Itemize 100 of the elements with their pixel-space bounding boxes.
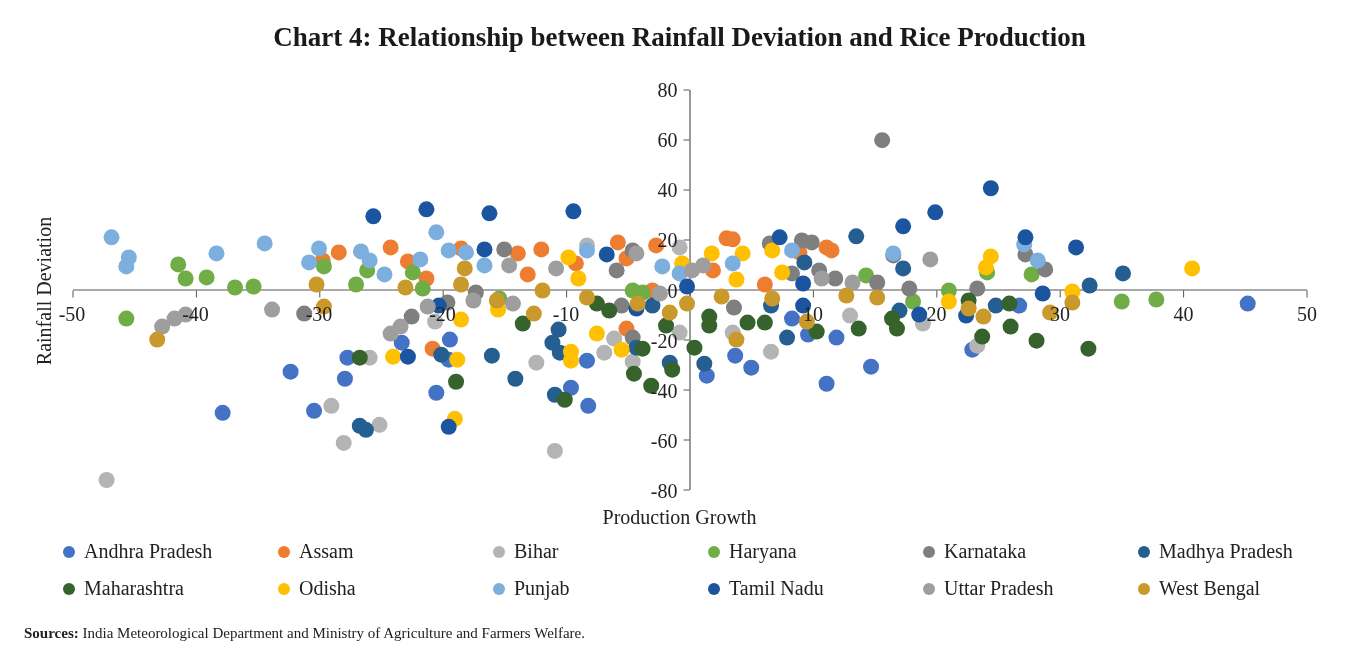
point — [823, 242, 840, 259]
point — [743, 359, 760, 376]
point — [177, 270, 194, 287]
point — [441, 331, 458, 348]
point — [895, 260, 912, 277]
point — [509, 245, 526, 262]
point — [546, 442, 563, 459]
point — [403, 308, 420, 325]
point — [625, 365, 642, 382]
point — [198, 269, 215, 286]
point — [514, 315, 531, 332]
y-axis-title: Rainfall Deviation — [32, 216, 56, 365]
legend-label: Maharashtra — [84, 577, 184, 600]
point — [895, 218, 912, 235]
legend-label: Bihar — [514, 540, 559, 563]
point — [658, 317, 675, 334]
point — [601, 302, 618, 319]
point — [393, 334, 410, 351]
point — [982, 180, 999, 197]
y-tick-label: 80 — [657, 79, 678, 101]
point — [661, 304, 678, 321]
point — [679, 278, 696, 295]
point — [874, 132, 891, 149]
point — [827, 270, 844, 287]
point — [779, 329, 796, 346]
y-tick-label: 40 — [657, 179, 678, 202]
point — [727, 347, 744, 364]
point — [453, 276, 470, 293]
point — [654, 258, 671, 275]
point — [579, 352, 595, 369]
point — [456, 260, 473, 277]
point — [1023, 266, 1040, 283]
point — [264, 301, 281, 318]
point — [784, 310, 801, 327]
x-tick-label: -40 — [182, 302, 209, 325]
legend-label: West Bengal — [1159, 577, 1261, 600]
point — [256, 235, 273, 252]
point — [214, 404, 231, 421]
point — [528, 354, 545, 371]
point — [301, 254, 318, 271]
point — [1080, 340, 1097, 357]
point — [399, 348, 416, 365]
source-note: Sources: India Meteorological Department and Ministry of Agriculture and Farmers Welfare. — [24, 625, 586, 641]
x-tick-label: 40 — [1173, 302, 1194, 325]
point — [118, 310, 135, 327]
x-tick-label: 20 — [926, 302, 947, 325]
point — [679, 295, 696, 312]
point — [795, 275, 812, 292]
point — [756, 276, 773, 293]
point — [1001, 295, 1018, 312]
point — [504, 295, 521, 312]
point — [960, 300, 977, 317]
point — [606, 330, 623, 347]
point — [330, 244, 347, 261]
point — [975, 308, 992, 325]
point — [739, 314, 756, 331]
point — [533, 241, 550, 258]
point — [628, 245, 645, 262]
point — [764, 290, 781, 307]
point — [598, 246, 615, 263]
point — [282, 363, 299, 380]
point — [664, 361, 681, 378]
point — [608, 262, 625, 279]
point — [1002, 318, 1019, 335]
point — [385, 348, 402, 365]
point — [774, 264, 791, 281]
point — [428, 384, 445, 401]
point — [496, 241, 513, 258]
point — [651, 285, 668, 302]
point — [361, 252, 378, 269]
point — [713, 288, 730, 305]
point — [869, 289, 886, 306]
point — [418, 201, 435, 218]
point — [796, 254, 813, 271]
point — [154, 318, 171, 335]
point — [1113, 293, 1130, 310]
point — [911, 306, 928, 323]
point — [371, 416, 388, 433]
y-tick-label: -20 — [650, 329, 678, 352]
point — [376, 266, 393, 283]
point — [1034, 285, 1051, 302]
point — [1081, 277, 1098, 294]
point — [507, 370, 524, 387]
point — [483, 347, 500, 364]
point — [365, 208, 382, 225]
point — [974, 328, 991, 345]
point — [609, 234, 626, 251]
point — [570, 270, 587, 287]
point — [703, 245, 720, 262]
point — [844, 274, 861, 291]
point — [311, 240, 327, 257]
point — [686, 339, 703, 356]
point — [476, 257, 493, 274]
point — [644, 297, 661, 314]
point — [170, 256, 187, 273]
point — [813, 270, 830, 287]
point — [357, 421, 374, 438]
point — [1148, 291, 1165, 308]
point — [613, 341, 630, 358]
point — [808, 323, 825, 340]
